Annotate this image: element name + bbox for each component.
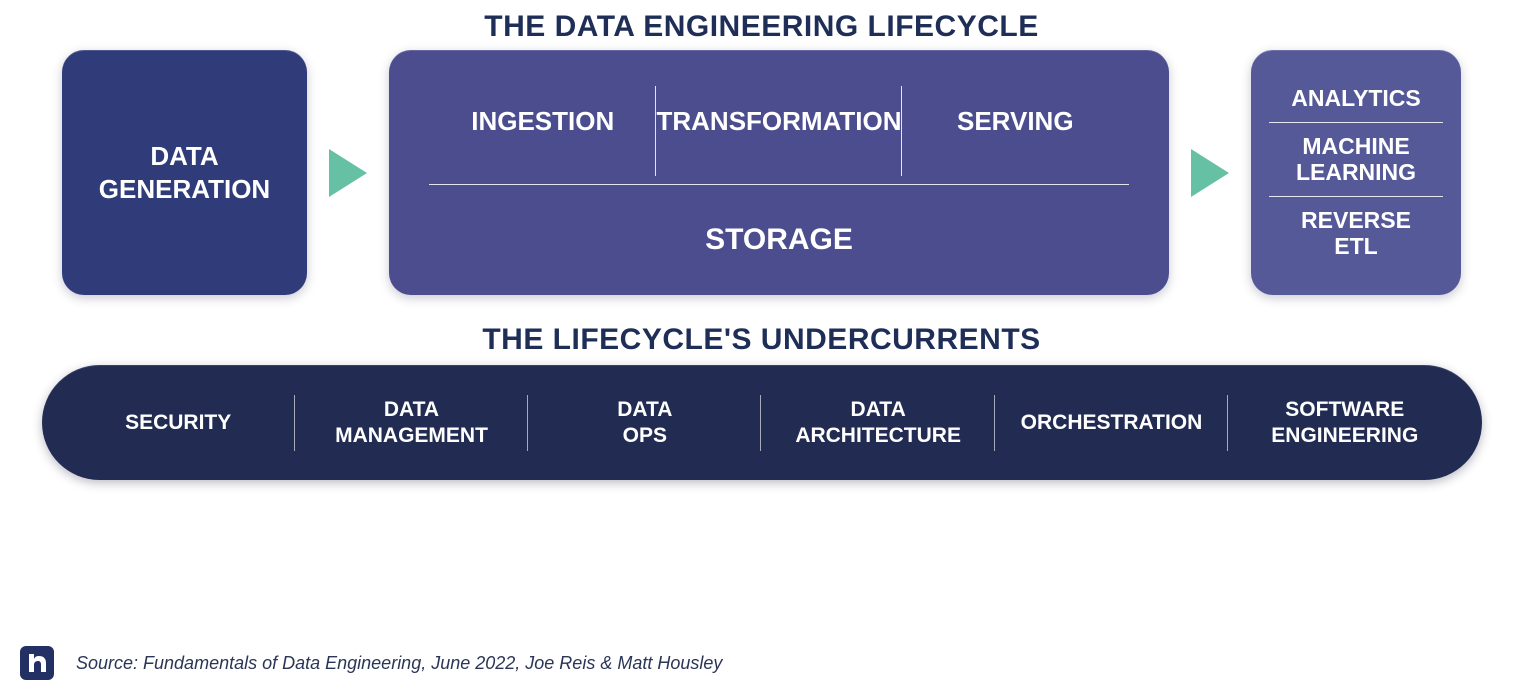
core-seg-transformation: TRANSFORMATION: [656, 106, 901, 137]
under-data-ops: DATAOPS: [528, 397, 761, 447]
under-orchestration: ORCHESTRATION: [995, 410, 1228, 435]
undercurrents-title: THE LIFECYCLE'S UNDERCURRENTS: [40, 323, 1483, 357]
logo-svg: [25, 651, 49, 675]
arrow-right-icon: [1191, 149, 1229, 197]
footer: Source: Fundamentals of Data Engineering…: [20, 646, 722, 680]
core-seg-ingestion: INGESTION: [429, 106, 656, 137]
arrow-wrap-2: [1187, 50, 1233, 295]
under-software-engineering: SOFTWAREENGINEERING: [1228, 397, 1461, 447]
source-citation: Source: Fundamentals of Data Engineering…: [76, 653, 722, 674]
under-data-management: DATAMANAGEMENT: [295, 397, 528, 447]
under-data-architecture: DATAARCHITECTURE: [761, 397, 994, 447]
core-seg-serving: SERVING: [902, 106, 1129, 137]
box-outputs: ANALYTICS MACHINELEARNING REVERSEETL: [1251, 50, 1461, 295]
core-top-row: INGESTION TRANSFORMATION SERVING: [429, 50, 1129, 185]
output-analytics: ANALYTICS: [1269, 75, 1443, 122]
logo-icon: [20, 646, 54, 680]
generation-line1: DATA: [150, 140, 218, 173]
generation-line2: GENERATION: [99, 173, 270, 206]
undercurrents-bar: SECURITY DATAMANAGEMENT DATAOPS DATAARCH…: [42, 365, 1482, 480]
output-machine-learning: MACHINELEARNING: [1269, 123, 1443, 197]
lifecycle-row: DATA GENERATION INGESTION TRANSFORMATION…: [40, 50, 1483, 295]
output-reverse-etl: REVERSEETL: [1269, 197, 1443, 270]
core-storage: STORAGE: [429, 185, 1129, 295]
main-title: THE DATA ENGINEERING LIFECYCLE: [40, 10, 1483, 44]
box-data-generation: DATA GENERATION: [62, 50, 307, 295]
arrow-wrap-1: [325, 50, 371, 295]
arrow-right-icon: [329, 149, 367, 197]
under-security: SECURITY: [62, 410, 295, 435]
box-core-lifecycle: INGESTION TRANSFORMATION SERVING STORAGE: [389, 50, 1169, 295]
